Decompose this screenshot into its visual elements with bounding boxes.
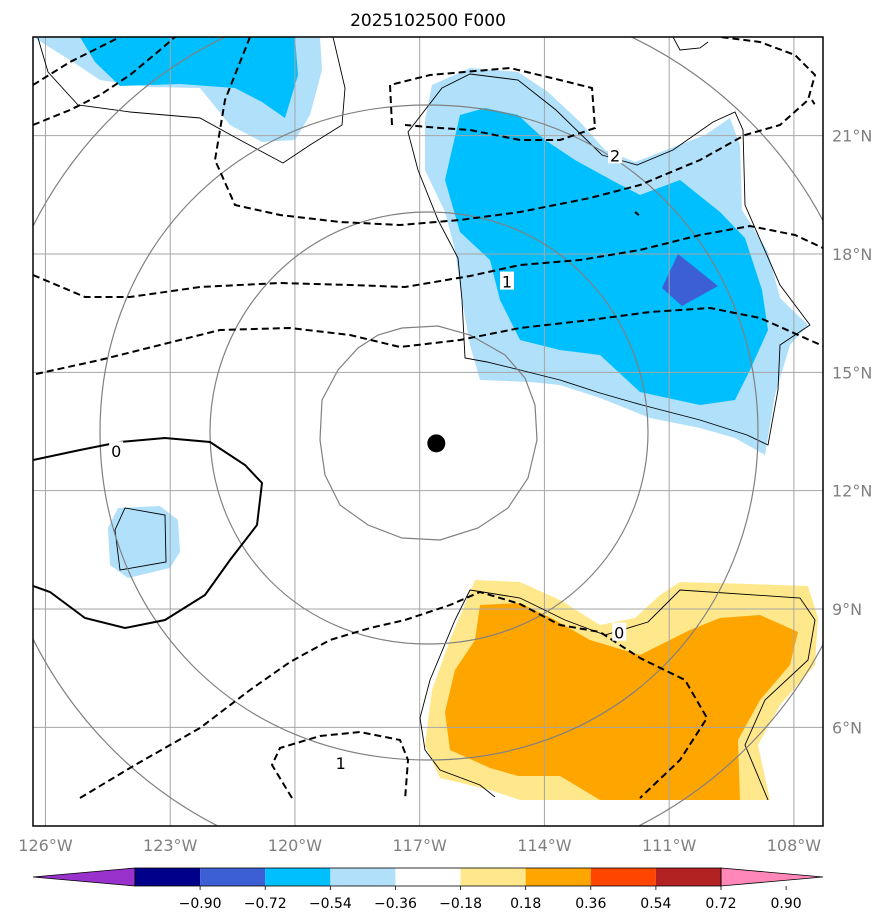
outline-contour-corner bbox=[672, 37, 709, 51]
contour-label: 0 bbox=[614, 624, 624, 643]
colorbar-tick-label: 0.36 bbox=[575, 896, 606, 912]
colorbar-segment bbox=[460, 868, 526, 886]
dashed-contour-value-1-south bbox=[270, 730, 410, 801]
contour-label-background bbox=[109, 441, 124, 460]
negative-anomaly-dark-region-east bbox=[662, 254, 718, 306]
contour-label-background bbox=[500, 271, 514, 290]
outline-contour-north bbox=[37, 37, 346, 164]
outline-contour-south bbox=[469, 589, 816, 801]
colorbar-segment bbox=[200, 868, 266, 886]
longitude-tick-labels: 126°W 123°W 120°W 117°W 114°W 111°W 108°W bbox=[18, 836, 821, 855]
colorbar-segment bbox=[655, 868, 721, 886]
latitude-tick-label: 12°N bbox=[832, 482, 872, 501]
colorbar-segment bbox=[590, 868, 656, 886]
latitude-tick-label: 9°N bbox=[832, 600, 862, 619]
contour-label-background bbox=[608, 145, 623, 164]
solid-contour-value-0 bbox=[33, 436, 264, 630]
colorbar-extend-low bbox=[32, 867, 136, 887]
negative-anomaly-light-region-west bbox=[108, 506, 180, 578]
contour-label-background bbox=[333, 752, 348, 771]
colorbar-segment bbox=[265, 868, 331, 886]
storm-center-marker bbox=[427, 434, 446, 453]
contour-label: 2 bbox=[610, 146, 620, 165]
longitude-tick-label: 123°W bbox=[143, 836, 198, 855]
latitude-tick-label: 21°N bbox=[832, 127, 872, 146]
longitude-tick-label: 126°W bbox=[18, 836, 73, 855]
dashed-contour-corner bbox=[634, 99, 816, 217]
dashed-contour-north-second bbox=[33, 37, 176, 126]
latitude-tick-label: 6°N bbox=[832, 718, 862, 737]
dashed-contour-north-loop bbox=[213, 37, 817, 227]
thin-outline-contours bbox=[37, 37, 816, 801]
map-area: 2 1 0 0 1 bbox=[33, 37, 823, 826]
longitude-tick-label: 108°W bbox=[767, 836, 822, 855]
outline-contour-east bbox=[407, 73, 811, 446]
lat-lon-gridlines bbox=[33, 37, 823, 826]
negative-anomaly-medium-region-east bbox=[445, 108, 768, 405]
latitude-tick-label: 15°N bbox=[832, 363, 872, 382]
colorbar-tick-label: −0.72 bbox=[244, 896, 287, 912]
negative-anomaly-medium-region-north bbox=[80, 37, 298, 118]
contour-label: 0 bbox=[111, 442, 121, 461]
colorbar-segment bbox=[395, 868, 461, 886]
chart-title: 2025102500 F000 bbox=[350, 11, 506, 31]
contour-label: 1 bbox=[502, 273, 512, 292]
dashed-contour-middle bbox=[35, 306, 823, 375]
longitude-tick-label: 114°W bbox=[517, 836, 572, 855]
dashed-contour-north-top bbox=[33, 37, 121, 86]
contour-label: 1 bbox=[336, 754, 346, 773]
colorbar-tick-label: −0.90 bbox=[179, 896, 222, 912]
latitude-tick-labels: 21°N 18°N 15°N 12°N 9°N 6°N bbox=[832, 127, 872, 738]
outline-contour-south-west-edge bbox=[419, 589, 496, 798]
range-ring-1 bbox=[319, 325, 538, 541]
range-ring-4 bbox=[33, 37, 823, 826]
colorbar-tick-label: 0.18 bbox=[510, 896, 541, 912]
colorbar-tick-label: 0.54 bbox=[640, 896, 671, 912]
colorbar-tick-label: −0.36 bbox=[374, 896, 417, 912]
colorbar-tick-label: 0.72 bbox=[705, 896, 736, 912]
colorbar-segment bbox=[525, 868, 591, 886]
colorbar-frame bbox=[134, 867, 722, 887]
outline-contour-west bbox=[114, 507, 167, 571]
colorbar-tick-label: −0.54 bbox=[309, 896, 352, 912]
dashed-contour-upper-box bbox=[388, 66, 597, 141]
colorbar-tick-label: −0.18 bbox=[439, 896, 482, 912]
longitude-tick-label: 117°W bbox=[393, 836, 448, 855]
longitude-tick-label: 111°W bbox=[642, 836, 697, 855]
colorbar-tick-label: 0.90 bbox=[771, 896, 802, 912]
colorbar-segment bbox=[330, 868, 396, 886]
colorbar-segment bbox=[135, 868, 201, 886]
shaded-anomaly-fields bbox=[33, 37, 818, 800]
map-frame bbox=[32, 36, 824, 827]
dashed-contour-value-1 bbox=[33, 224, 823, 298]
colorbar-extend-high bbox=[720, 867, 824, 887]
range-ring-3 bbox=[99, 104, 759, 761]
colorbar: −0.90 −0.72 −0.54 −0.36 −0.18 0.18 0.36 0.54 0.7… bbox=[32, 867, 824, 912]
contour-labels: 2 1 0 0 1 bbox=[109, 145, 627, 773]
contour-label-background bbox=[612, 622, 627, 641]
longitude-tick-label: 120°W bbox=[268, 836, 323, 855]
latitude-tick-label: 18°N bbox=[832, 245, 872, 264]
dashed-contour-value-0-south bbox=[79, 590, 709, 799]
bold-contour-lines bbox=[33, 37, 823, 801]
